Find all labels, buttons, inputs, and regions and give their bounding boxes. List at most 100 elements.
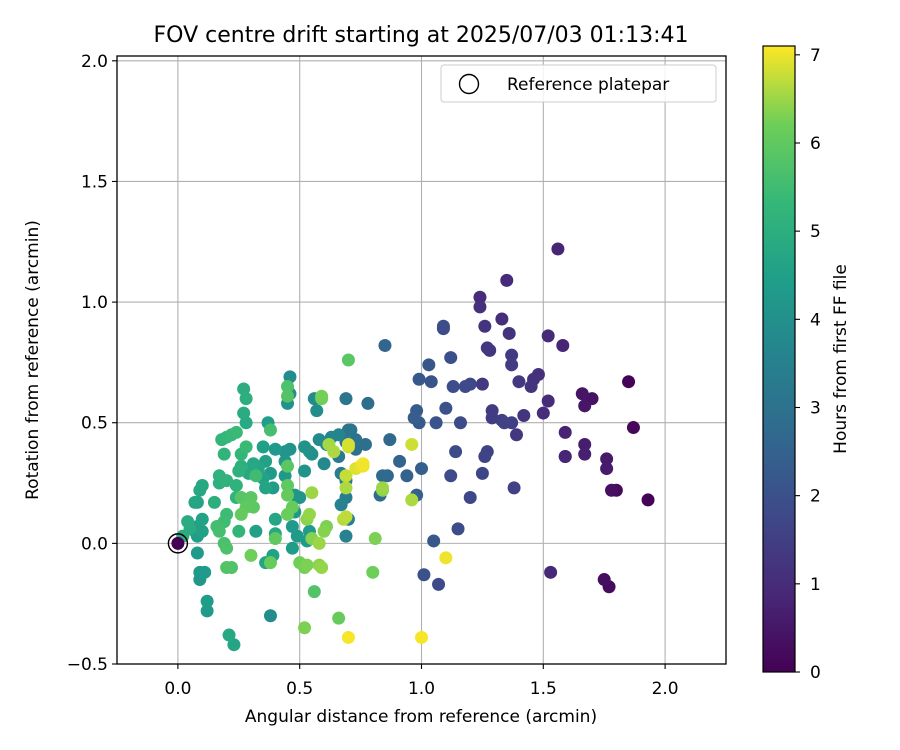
data-point [415,630,428,644]
y-axis-ticks: −0.5 0.0 0.5 1.0 1.5 2.0 [67,52,117,675]
colorbar-tick-label: 3 [810,398,821,418]
y-tick-label: 1.0 [81,293,108,313]
colorbar-gradient [762,45,796,673]
data-point [376,469,390,483]
data-point [281,507,295,521]
data-point [400,469,414,483]
data-point [190,546,204,560]
data-point [376,481,390,495]
data-point [383,433,397,447]
data-point [485,411,499,425]
data-point [600,462,614,476]
data-point [220,541,234,555]
data-point [597,573,611,587]
data-point [239,440,253,454]
data-point [578,447,592,461]
data-point [341,437,355,451]
data-point [339,392,353,406]
data-point [207,495,221,509]
data-point [436,319,450,333]
data-point [327,445,341,459]
colorbar-tick-label: 2 [810,487,821,507]
data-point [310,404,324,418]
data-point [188,495,202,509]
colorbar-tick-label: 1 [810,575,821,595]
data-point [432,577,446,591]
y-axis-label: Rotation from reference (arcmin) [23,220,43,500]
colorbar-tick-label: 0 [810,663,821,683]
data-point [305,486,319,500]
data-point [626,421,640,435]
data-point [422,358,436,372]
data-point [463,491,477,505]
data-point [405,437,419,451]
data-point [285,541,299,555]
data-point [578,437,592,451]
x-tick-label: 0.5 [286,679,313,699]
data-point [256,440,270,454]
colorbar: 0 1 2 3 4 5 6 7 Hours from first FF file [762,45,851,683]
data-point [512,375,526,389]
data-point [312,433,326,447]
data-point [507,481,521,495]
data-point [361,396,375,410]
data-point [356,457,370,471]
data-point [298,440,312,454]
data-point [249,524,263,538]
data-point [536,406,550,420]
data-point [366,565,380,579]
data-point [544,565,558,579]
data-point [229,425,243,439]
data-point [444,469,458,483]
data-point [558,450,572,464]
legend-hollow-circle-icon [458,73,480,95]
data-point [393,454,407,468]
data-point [317,524,331,538]
data-point [478,319,492,333]
data-point [227,638,241,652]
data-point [217,447,231,461]
data-point [556,339,570,353]
data-point [446,380,460,394]
data-point [259,481,273,495]
legend: Reference platepar [440,64,717,103]
data-point [439,551,453,565]
data-point [281,488,295,502]
data-point [232,464,246,478]
data-point [339,510,353,524]
data-point [220,560,234,574]
data-point [417,568,431,582]
data-point [622,375,636,389]
data-point [578,399,592,413]
data-point [285,519,299,533]
colorbar-tick-label: 4 [810,310,821,330]
data-point [449,445,463,459]
data-point [334,498,348,512]
data-point [339,529,353,543]
data-point [181,515,195,529]
data-point [524,380,538,394]
data-point [239,392,253,406]
data-point [290,529,304,543]
data-point [510,428,524,442]
colorbar-label: Hours from first FF file [831,264,851,454]
data-point [200,604,214,618]
data-point [497,416,511,430]
data-point [281,459,295,473]
data-point [473,290,487,304]
data-point [541,394,555,408]
x-axis-label: Angular distance from reference (arcmin) [245,707,597,727]
data-point [473,300,487,314]
data-point [298,464,312,478]
data-point [234,507,248,521]
data-point [341,423,355,437]
y-tick-label: 0.0 [81,534,108,554]
data-point [641,493,655,507]
data-point [451,522,465,536]
data-point [317,457,331,471]
data-point [246,457,260,471]
data-point [517,408,531,422]
data-point [558,425,572,439]
data-point [307,585,321,599]
data-point [195,512,209,526]
